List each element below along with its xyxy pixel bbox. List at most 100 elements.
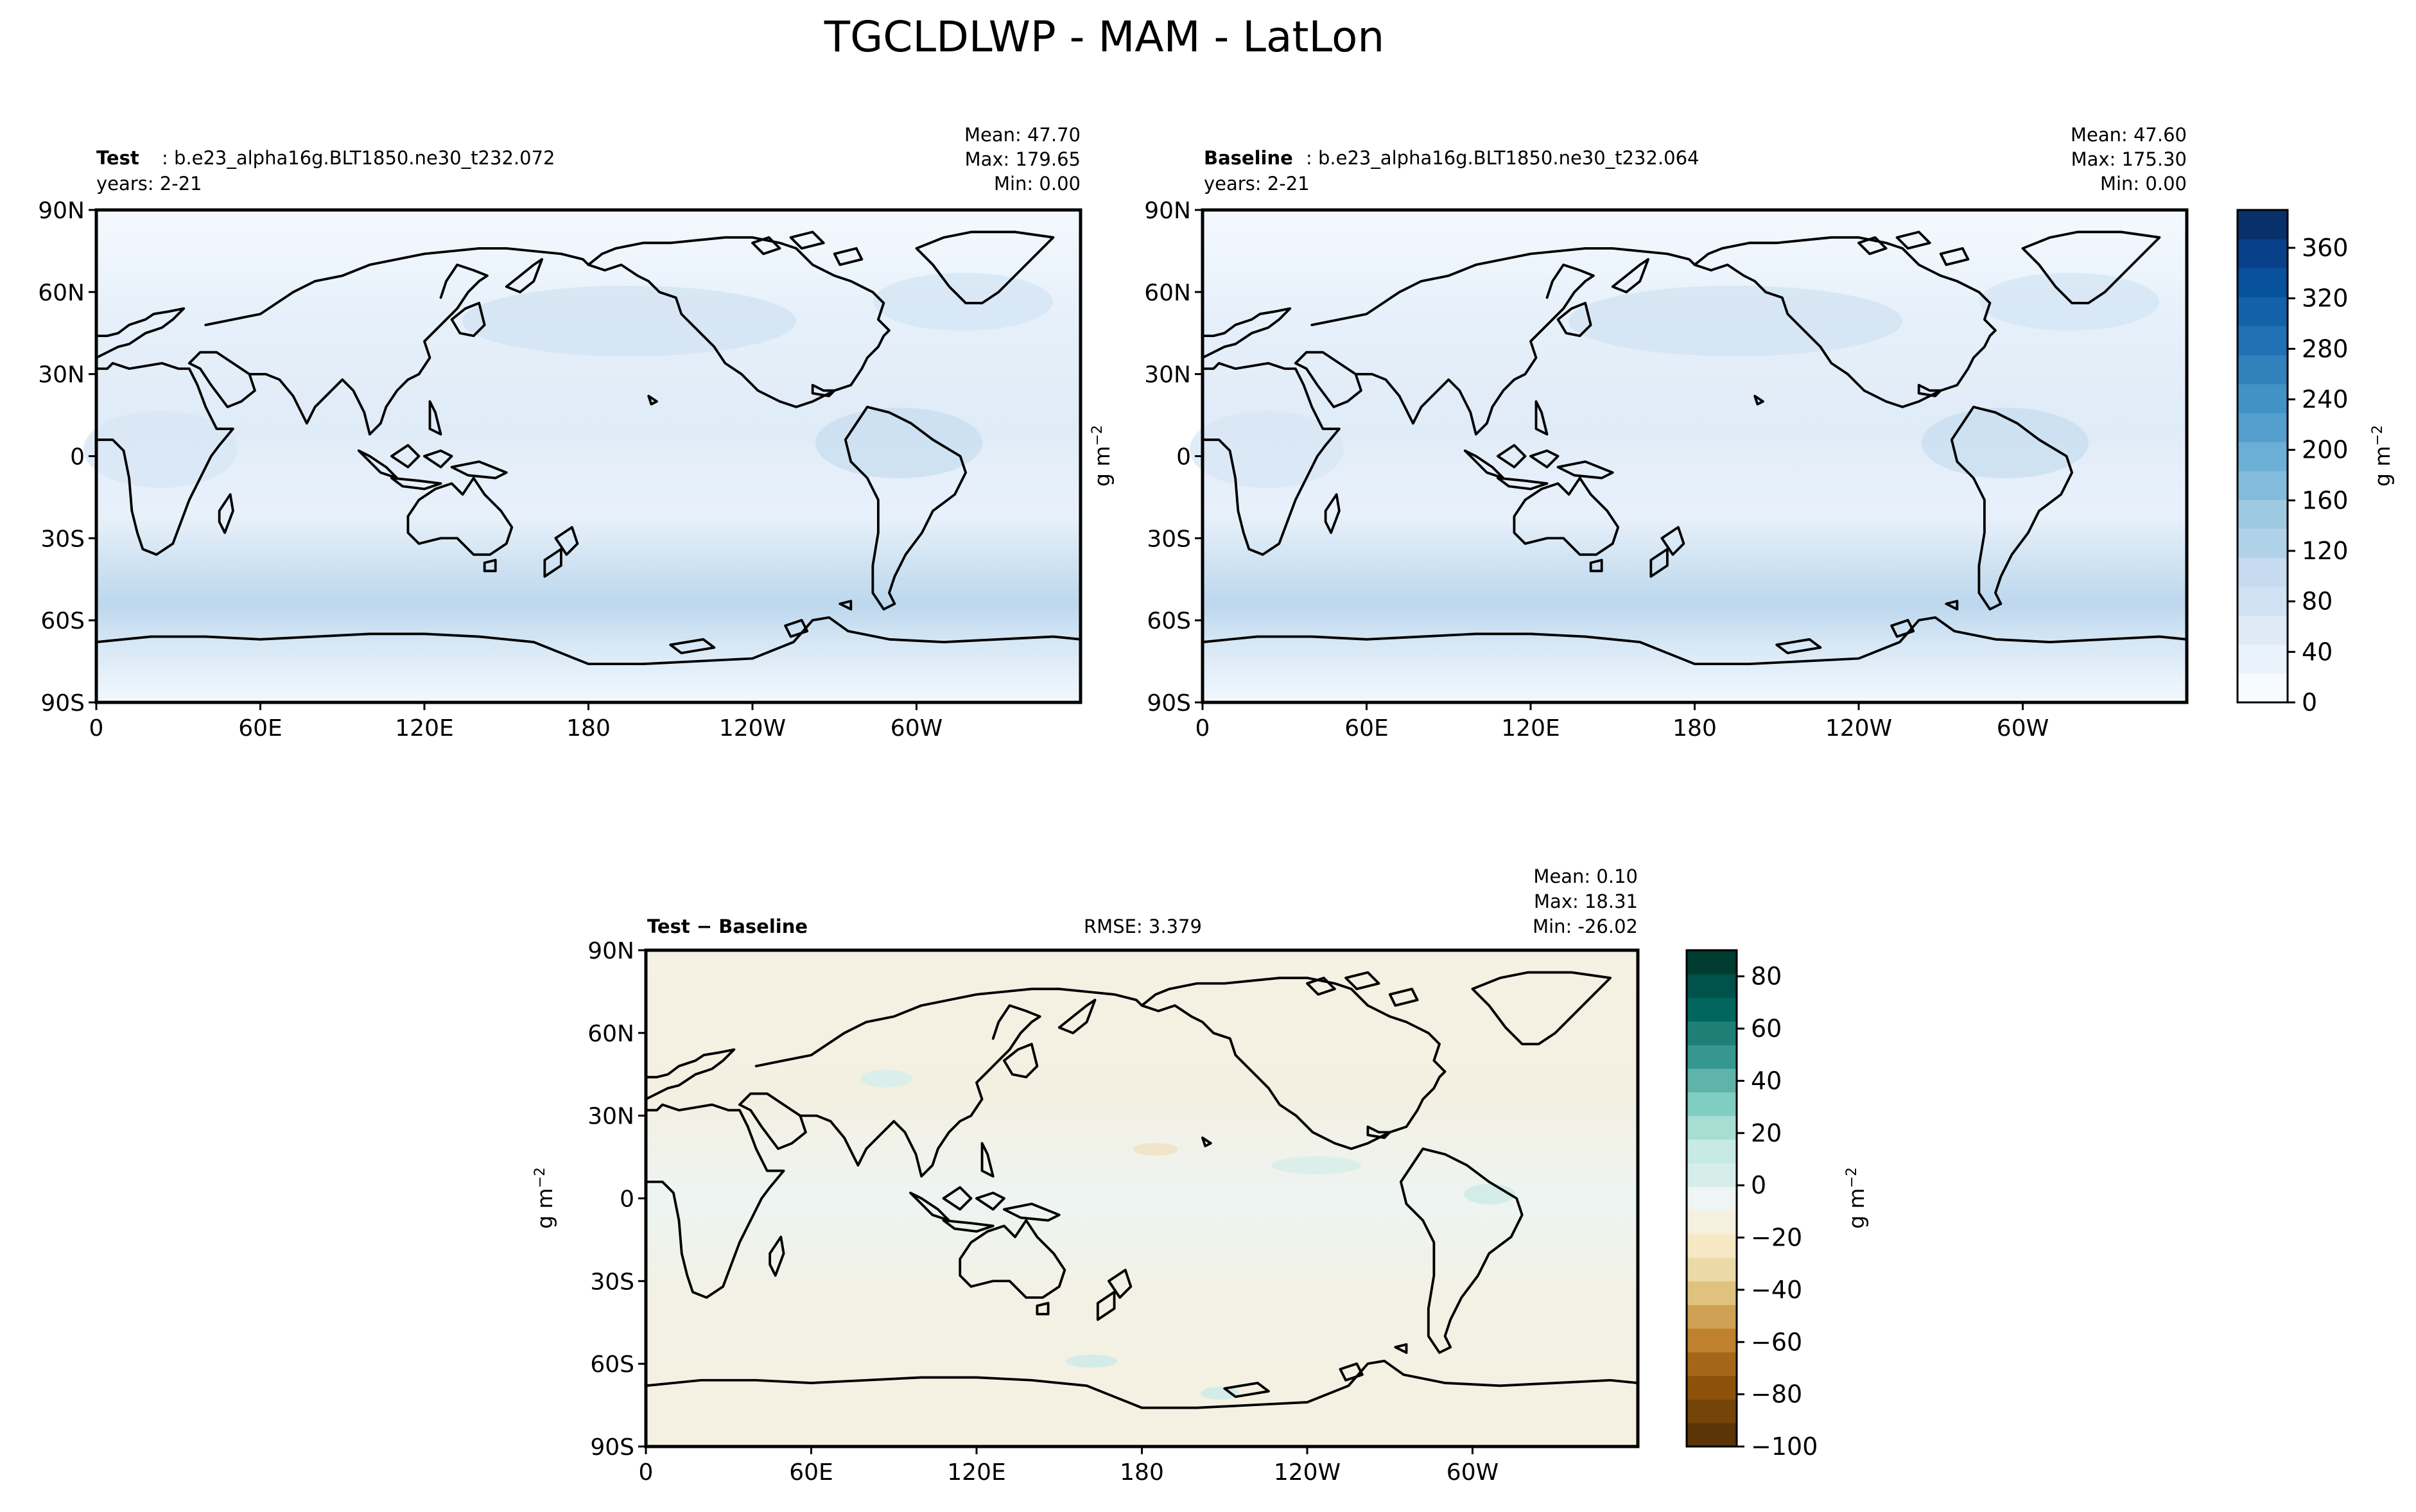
diff-xtick-label: 120E xyxy=(947,1459,1005,1486)
baseline-ytick-label: 60S xyxy=(1147,608,1191,634)
baseline-case-name: : b.e23_alpha16g.BLT1850.ne30_t232.064 xyxy=(1306,147,1699,169)
sequential-colorbar-bin xyxy=(2238,210,2288,239)
test-ytick-label: 90S xyxy=(40,690,85,717)
diverging-colorbar-bin xyxy=(1687,997,1737,1022)
diverging-colorbar-bin xyxy=(1687,1375,1737,1400)
diff-units-label: g m−2 xyxy=(532,1167,558,1229)
baseline-xtick-label: 0 xyxy=(1195,715,1210,742)
test-xtick-label: 60E xyxy=(238,715,282,742)
diverging-colorbar-tick-label: −100 xyxy=(1751,1432,1818,1461)
test-xtick-label: 180 xyxy=(566,715,611,742)
sequential-colorbar-bin xyxy=(2238,528,2288,559)
test-years: years: 2-21 xyxy=(96,173,202,195)
diverging-colorbar-units: g m−2 xyxy=(1844,1167,1870,1229)
diverging-colorbar-bin xyxy=(1687,1281,1737,1305)
diff-ytick-label: 30N xyxy=(587,1104,634,1130)
baseline-ytick-label: 0 xyxy=(1176,444,1191,471)
diff-xtick-label: 60W xyxy=(1447,1459,1499,1486)
test-xtick-label: 60W xyxy=(891,715,943,742)
figure-title: TGCLDLWP - MAM - LatLon xyxy=(824,12,1384,62)
diverging-colorbar-bin xyxy=(1687,1139,1737,1163)
sequential-colorbar-bin xyxy=(2238,586,2288,616)
baseline-ytick-label: 30S xyxy=(1147,526,1191,552)
test-map-africa-cloud xyxy=(83,411,238,488)
diff-map-patch-5 xyxy=(1201,1387,1239,1400)
sequential-colorbar-bin xyxy=(2238,441,2288,471)
diverging-colorbar-tick-label: 40 xyxy=(1751,1066,1782,1095)
diff-ytick-label: 60N xyxy=(587,1021,634,1047)
baseline-stat-mean: Mean: 47.60 xyxy=(2071,124,2187,146)
diff-rmse: RMSE: 3.379 xyxy=(1084,916,1202,937)
test-ytick-label: 30S xyxy=(40,526,85,552)
sequential-colorbar-bin xyxy=(2238,354,2288,385)
baseline-ytick-label: 30N xyxy=(1144,362,1191,388)
test-ytick-label: 30N xyxy=(38,362,85,388)
test-panel: Test : b.e23_alpha16g.BLT1850.ne30_t232.… xyxy=(38,124,1082,742)
baseline-xtick-label: 60W xyxy=(1997,715,2049,742)
sequential-colorbar-bin xyxy=(2238,615,2288,645)
baseline-panel: Baseline : b.e23_alpha16g.BLT1850.ne30_t… xyxy=(1090,124,2189,742)
baseline-stat-min: Min: 0.00 xyxy=(2100,173,2187,195)
sequential-colorbar-tick-label: 0 xyxy=(2302,688,2317,717)
diverging-colorbar-bin xyxy=(1687,973,1737,998)
diff-panel: Test − Baseline RMSE: 3.379 Mean: 0.10 M… xyxy=(532,865,1640,1486)
diff-ytick-label: 60S xyxy=(590,1351,634,1378)
sequential-colorbar-bin xyxy=(2238,673,2288,703)
sequential-colorbar-bin xyxy=(2238,500,2288,529)
sequential-colorbar-tick-label: 320 xyxy=(2302,284,2349,313)
diff-xtick-label: 60E xyxy=(789,1459,833,1486)
sequential-colorbar-tick-label: 160 xyxy=(2302,486,2349,514)
diff-xtick-label: 120W xyxy=(1274,1459,1341,1486)
diff-map-patch-1 xyxy=(860,1070,912,1088)
sequential-colorbar-tick-label: 280 xyxy=(2302,335,2349,363)
diverging-colorbar-tick-label: −20 xyxy=(1751,1224,1802,1252)
diverging-colorbar-bin xyxy=(1687,1045,1737,1069)
sequential-colorbar-tick-label: 360 xyxy=(2302,234,2349,262)
diverging-colorbar-bin xyxy=(1687,1091,1737,1117)
baseline-units-label: g m−2 xyxy=(1090,425,1115,487)
diverging-colorbar-tick-label: 60 xyxy=(1751,1014,1782,1043)
sequential-colorbar-frame xyxy=(2236,209,2289,704)
test-xtick-label: 120W xyxy=(719,715,786,742)
sequential-colorbar-bin xyxy=(2238,268,2288,297)
test-stat-mean: Mean: 47.70 xyxy=(964,124,1081,146)
baseline-map-storm-track-north xyxy=(1569,286,1902,356)
diff-ytick-label: 90S xyxy=(590,1434,634,1461)
baseline-xtick-label: 120E xyxy=(1501,715,1560,742)
diff-xtick-label: 180 xyxy=(1120,1459,1164,1486)
test-ytick-label: 90N xyxy=(38,198,85,224)
diff-map-patch-4 xyxy=(1066,1355,1117,1368)
diverging-colorbar-bin xyxy=(1687,1068,1737,1093)
test-map-itcz xyxy=(815,408,982,478)
baseline-ytick-label: 60N xyxy=(1144,280,1191,306)
baseline-panel-label: Baseline xyxy=(1204,147,1293,169)
diverging-colorbar-bin xyxy=(1687,1423,1737,1447)
sequential-colorbar-bin xyxy=(2238,297,2288,327)
diff-ytick-label: 30S xyxy=(590,1269,634,1295)
baseline-stat-max: Max: 175.30 xyxy=(2071,148,2187,170)
diverging-colorbar-bin xyxy=(1687,1186,1737,1211)
test-stat-min: Min: 0.00 xyxy=(994,173,1081,195)
sequential-colorbar-tick-label: 240 xyxy=(2302,385,2349,413)
test-ytick-label: 60N xyxy=(38,280,85,306)
baseline-map-africa-cloud xyxy=(1190,411,1344,488)
baseline-xtick-label: 120W xyxy=(1825,715,1892,742)
sequential-colorbar-tick-label: 120 xyxy=(2302,537,2349,565)
sequential-colorbar-tick-label: 40 xyxy=(2302,638,2333,666)
diff-xtick-label: 0 xyxy=(639,1459,654,1486)
diverging-colorbar-bin xyxy=(1687,1399,1737,1423)
diverging-colorbar-tick-label: 80 xyxy=(1751,962,1782,991)
sequential-colorbar-bin xyxy=(2238,326,2288,356)
baseline-xtick-label: 60E xyxy=(1344,715,1389,742)
baseline-ytick-label: 90N xyxy=(1144,198,1191,224)
sequential-colorbar-tick-label: 200 xyxy=(2302,436,2349,464)
test-ytick-label: 0 xyxy=(70,444,85,471)
sequential-colorbar-bin xyxy=(2238,557,2288,587)
test-map-storm-track-north xyxy=(462,286,796,356)
baseline-map-itcz xyxy=(1922,408,2089,478)
test-case-name: : b.e23_alpha16g.BLT1850.ne30_t232.072 xyxy=(162,147,555,169)
diff-stat-max: Max: 18.31 xyxy=(1534,891,1638,912)
diverging-colorbar: −100 −80 −60 −40 −20 0 20 40 60 80 g m−2 xyxy=(1685,949,1870,1461)
diverging-colorbar-bin xyxy=(1687,1351,1737,1377)
test-xtick-label: 120E xyxy=(395,715,453,742)
